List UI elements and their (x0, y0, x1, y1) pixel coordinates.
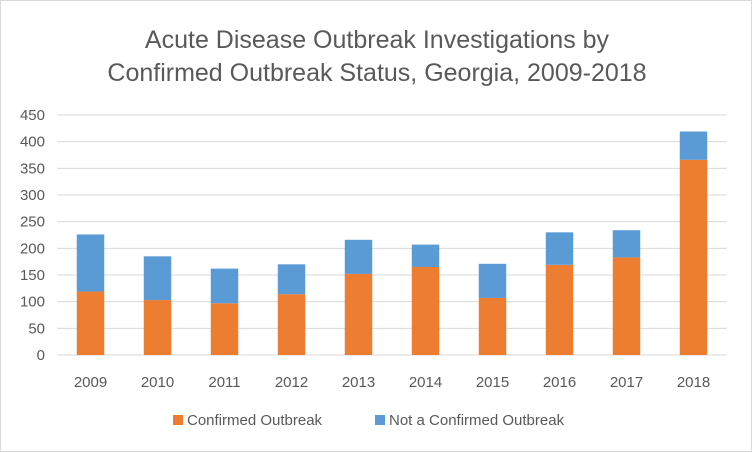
bar-confirmed-outbreak (76, 291, 105, 355)
y-tick-label: 300 (20, 187, 45, 204)
chart-title-line-1: Acute Disease Outbreak Investigations by (145, 26, 610, 54)
bar-confirmed-outbreak (344, 273, 373, 355)
bar-not-confirmed-outbreak (478, 263, 507, 298)
bar-not-confirmed-outbreak (344, 239, 373, 274)
x-tick-label: 2011 (208, 374, 240, 391)
x-tick-label: 2015 (476, 374, 509, 391)
y-tick-label: 100 (20, 294, 45, 311)
bar-not-confirmed-outbreak (679, 131, 708, 160)
bar-not-confirmed-outbreak (143, 256, 172, 301)
bar-not-confirmed-outbreak (210, 268, 239, 304)
y-tick-label: 0 (37, 347, 45, 364)
x-tick-label: 2018 (677, 374, 710, 391)
x-axis-ticks: 2009 2010 2011 2012 2013 2014 2015 2016 2017 2018 (74, 374, 710, 391)
legend-label-confirmed: Confirmed Outbreak (187, 412, 323, 429)
y-tick-label: 400 (20, 134, 45, 151)
bar-confirmed-outbreak (612, 257, 641, 355)
x-tick-label: 2012 (275, 374, 308, 391)
chart-title-line-2: Confirmed Outbreak Status, Georgia, 2009… (107, 59, 646, 87)
legend-swatch-confirmed (173, 415, 183, 425)
bar-confirmed-outbreak (143, 300, 172, 355)
bar-not-confirmed-outbreak (277, 264, 306, 295)
bar-not-confirmed-outbreak (411, 244, 440, 267)
bar-not-confirmed-outbreak (612, 230, 641, 258)
y-tick-label: 150 (20, 267, 45, 284)
y-tick-label: 450 (20, 107, 45, 124)
bar-confirmed-outbreak (277, 294, 306, 355)
x-tick-label: 2016 (543, 374, 576, 391)
bar-confirmed-outbreak (679, 159, 708, 355)
y-tick-label: 350 (20, 160, 45, 177)
bar-confirmed-outbreak (478, 297, 507, 355)
x-tick-label: 2014 (409, 374, 442, 391)
x-tick-label: 2010 (141, 374, 174, 391)
y-tick-label: 50 (28, 320, 45, 337)
x-tick-label: 2009 (74, 374, 107, 391)
y-axis-ticks: 0 50 100 150 200 250 300 350 400 450 (20, 107, 45, 364)
y-tick-label: 200 (20, 240, 45, 257)
x-tick-label: 2013 (342, 374, 375, 391)
bar-confirmed-outbreak (411, 267, 440, 355)
bars (76, 131, 708, 355)
bar-confirmed-outbreak (210, 303, 239, 355)
x-tick-label: 2017 (610, 374, 643, 391)
legend: Confirmed Outbreak Not a Confirmed Outbre… (173, 412, 565, 429)
legend-label-not-confirmed: Not a Confirmed Outbreak (389, 412, 565, 429)
legend-swatch-not-confirmed (375, 415, 385, 425)
bar-confirmed-outbreak (545, 264, 574, 355)
bar-not-confirmed-outbreak (76, 234, 105, 292)
bar-not-confirmed-outbreak (545, 232, 574, 265)
y-tick-label: 250 (20, 214, 45, 231)
